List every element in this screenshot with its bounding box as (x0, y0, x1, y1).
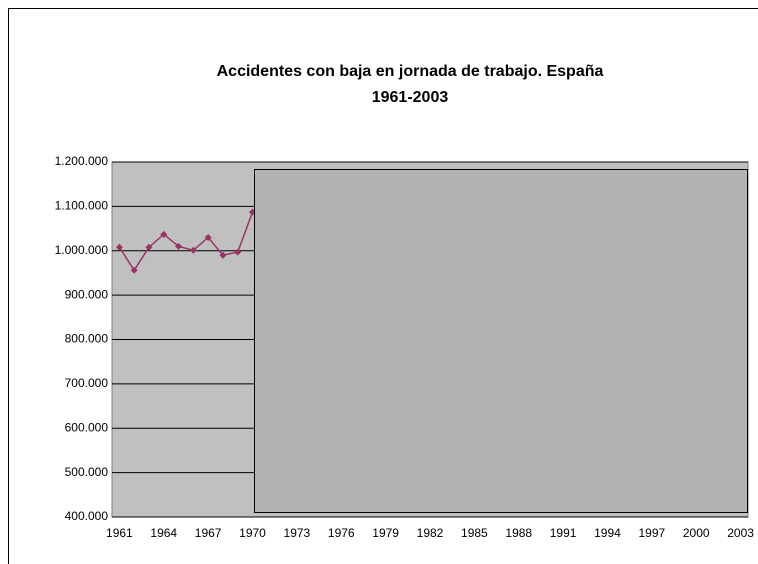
y-tick-label: 700.000 (65, 376, 109, 390)
x-tick-label: 1997 (639, 526, 666, 540)
y-tick-label: 900.000 (65, 287, 109, 301)
x-tick-label: 1985 (461, 526, 488, 540)
x-tick-label: 1979 (372, 526, 399, 540)
series-line (118, 211, 254, 272)
y-tick-label: 500.000 (65, 465, 109, 479)
y-tick-label: 600.000 (65, 420, 109, 434)
chart-title: Accidentes con baja en jornada de trabaj… (217, 63, 604, 80)
overlay-box (254, 169, 748, 513)
y-tick-label: 400.000 (65, 509, 109, 523)
marker (160, 230, 168, 238)
x-tick-label: 1964 (150, 526, 177, 540)
y-tick-label: 1.000.000 (55, 243, 109, 257)
x-tick-label: 1994 (594, 526, 621, 540)
x-tick-label: 2003 (727, 526, 754, 540)
x-tick-label: 1973 (284, 526, 311, 540)
chart-subtitle: 1961-2003 (372, 89, 449, 106)
x-tick-label: 1967 (195, 526, 222, 540)
marker (115, 243, 123, 251)
x-tick-label: 1988 (505, 526, 532, 540)
x-tick-label: 1991 (550, 526, 577, 540)
marker (204, 233, 212, 241)
marker (189, 246, 197, 254)
y-tick-label: 1.100.000 (55, 199, 109, 213)
marker (234, 248, 242, 256)
x-tick-label: 1970 (239, 526, 266, 540)
marker (145, 243, 153, 251)
x-tick-label: 1976 (328, 526, 355, 540)
marker (175, 242, 183, 250)
x-tick-label: 2000 (683, 526, 710, 540)
y-tick-label: 800.000 (65, 332, 109, 346)
marker (130, 266, 138, 274)
x-tick-label: 1982 (417, 526, 444, 540)
x-tick-label: 1961 (106, 526, 133, 540)
marker (219, 251, 227, 259)
y-tick-label: 1.200.000 (55, 154, 109, 168)
